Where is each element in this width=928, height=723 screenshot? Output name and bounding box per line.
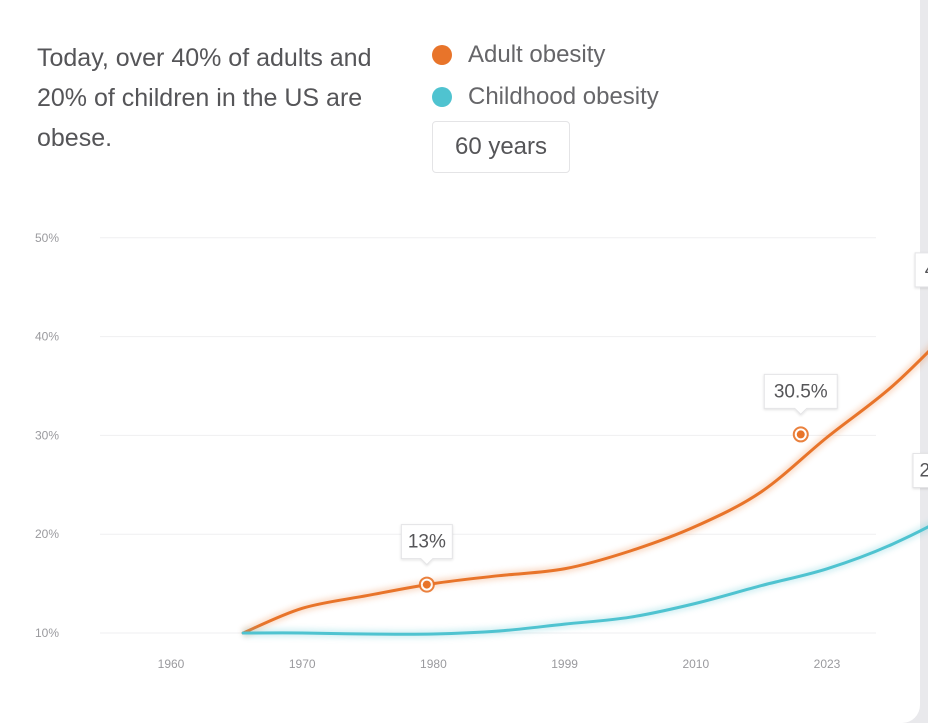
x-tick-label: 1970 <box>289 657 316 671</box>
legend-label-adult: Adult obesity <box>468 41 606 68</box>
callouts: 13% 30.5% 42.4% 20% <box>400 252 928 566</box>
y-tick-label: 50% <box>35 231 59 245</box>
chart-headline: Today, over 40% of adults and 20% of chi… <box>37 44 372 152</box>
range-selector-button[interactable]: 60 years <box>432 121 570 173</box>
callout-box <box>763 373 838 416</box>
axes: 10% 20% 30% 40% 50% 1960 1970 1980 1999 2010 2023 <box>35 231 841 671</box>
data-label-callout: 42.4% <box>914 252 928 288</box>
y-tick-label: 40% <box>35 330 59 344</box>
data-label: 13% <box>408 532 446 553</box>
y-tick-label: 30% <box>35 428 59 442</box>
y-tick-label: 20% <box>35 527 59 541</box>
data-label-callout: 30.5% <box>763 373 838 416</box>
series-line-child <box>241 525 928 636</box>
legend-item-child[interactable]: Childhood obesity <box>432 76 659 118</box>
data-point <box>422 580 431 589</box>
callout-box <box>914 252 928 288</box>
data-label-callout: 20% <box>912 452 928 488</box>
series-line-adult <box>241 349 928 635</box>
x-tick-label: 2023 <box>814 657 841 671</box>
series-glow-child <box>243 522 928 639</box>
legend-dot-icon-adult <box>432 45 452 65</box>
x-tick-label: 1980 <box>420 657 447 671</box>
series <box>241 346 928 639</box>
data-label-callout: 13% <box>400 524 453 566</box>
legend-item-adult[interactable]: Adult obesity <box>432 34 659 76</box>
legend: Adult obesity Childhood obesity <box>432 34 659 118</box>
legend-label-child: Childhood obesity <box>468 83 659 110</box>
data-label: 30.5% <box>774 381 828 402</box>
legend-dot-icon-child <box>432 87 452 107</box>
x-tick-label: 1999 <box>551 657 578 671</box>
y-tick-label: 10% <box>35 626 59 640</box>
x-tick-label: 1960 <box>158 657 185 671</box>
data-point <box>796 430 805 439</box>
data-label: 20% <box>920 460 928 481</box>
data-label: 42.4% <box>925 260 928 281</box>
series-glow-adult <box>241 346 928 637</box>
callout-box <box>400 524 453 566</box>
x-tick-label: 2010 <box>682 657 709 671</box>
callout-box <box>912 452 928 488</box>
